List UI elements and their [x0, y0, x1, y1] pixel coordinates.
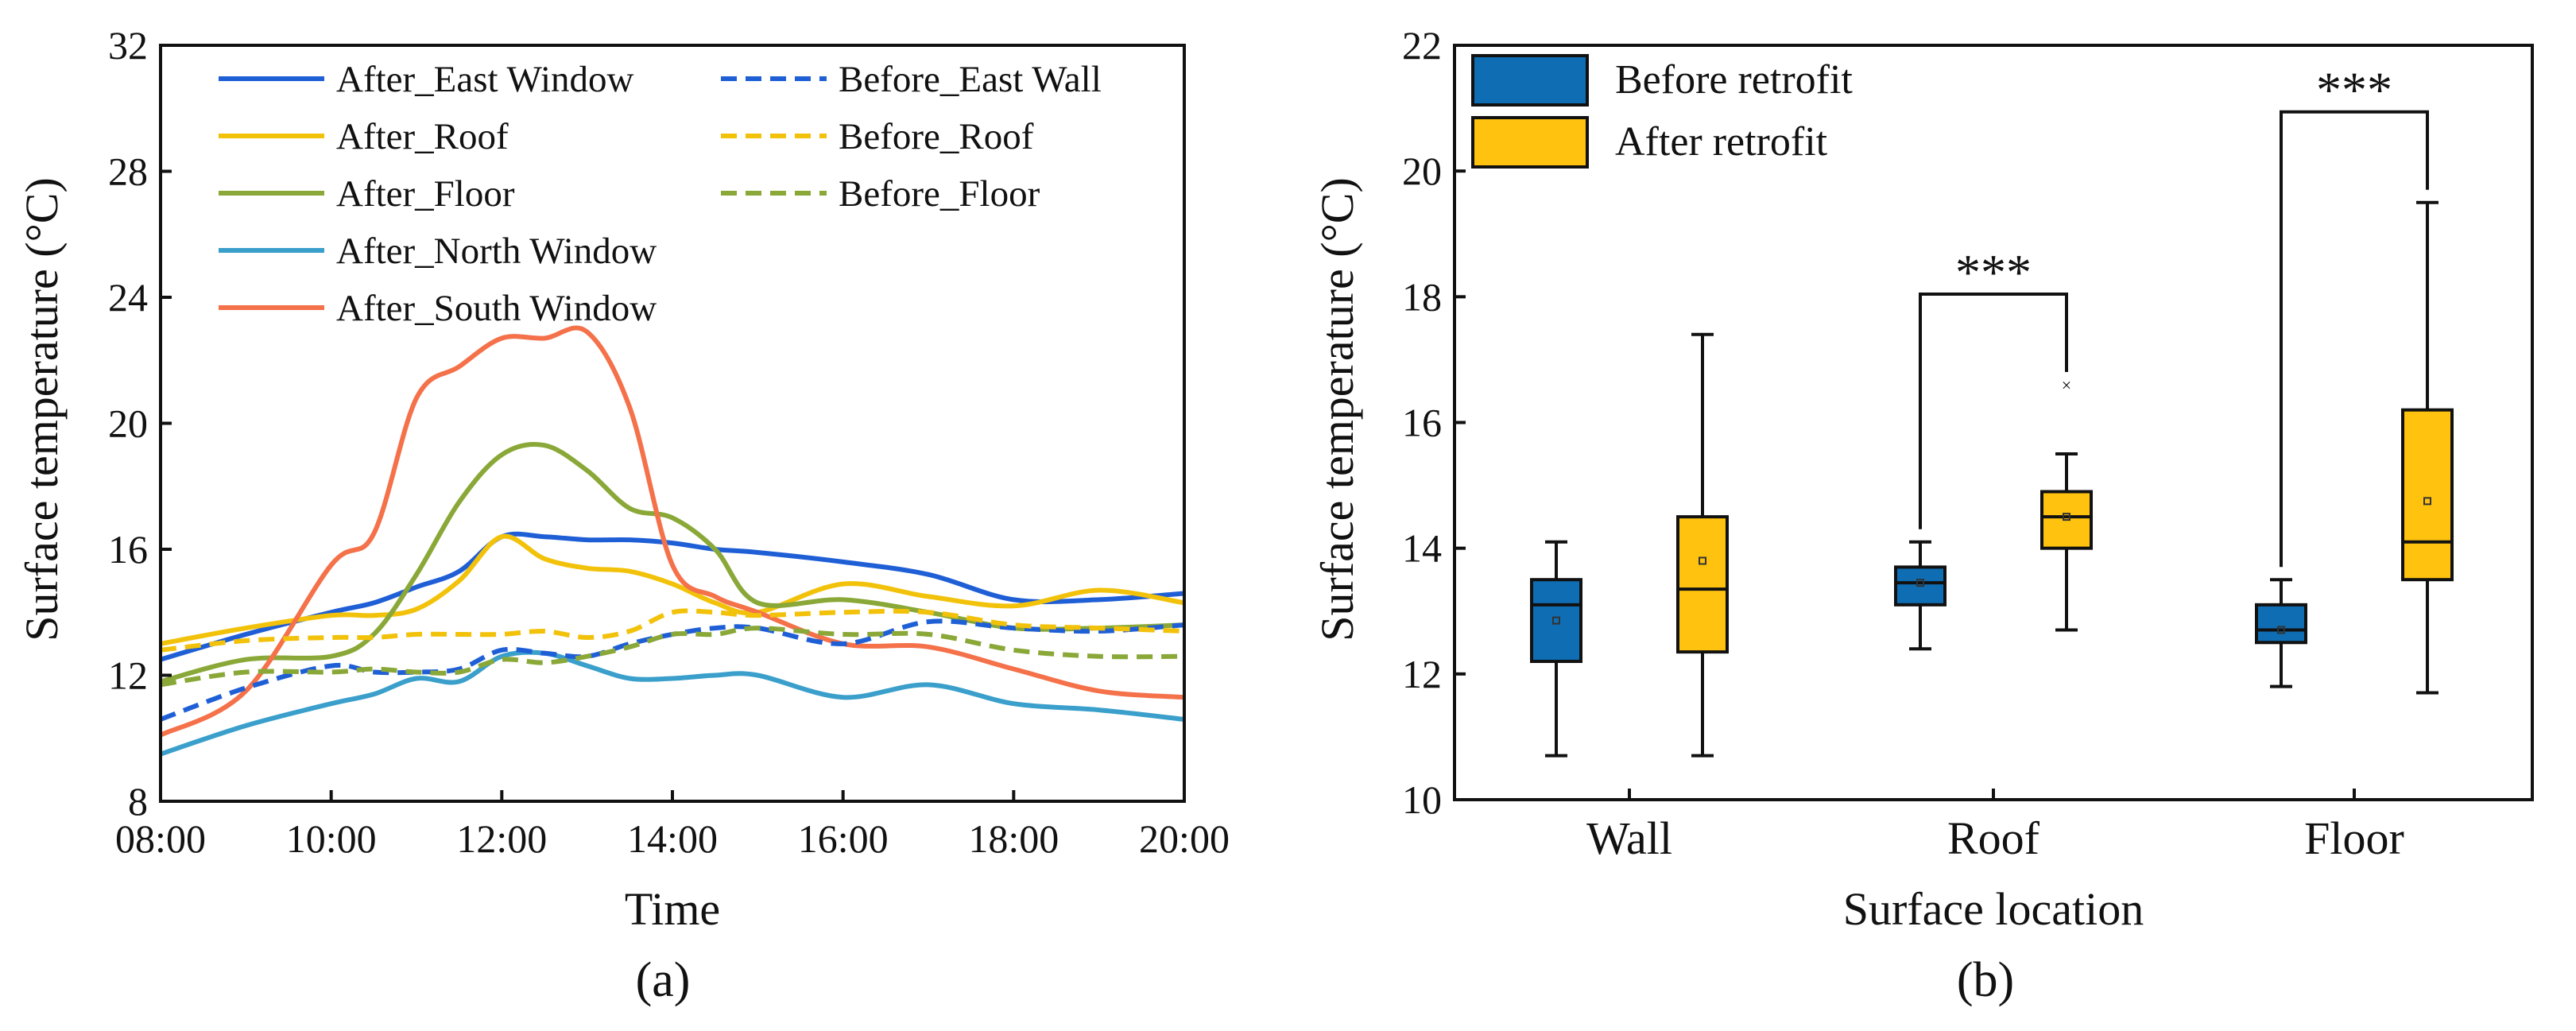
significance-label-floor: ***: [2316, 62, 2392, 118]
x-category-label-floor: Floor: [2304, 812, 2404, 864]
series-line-after-roof: [160, 533, 1185, 646]
box-after-retrofit-wall: [1676, 515, 1729, 654]
y-tick-label: 10: [1402, 777, 1442, 822]
legend-label-after-south-window: After_South Window: [336, 288, 657, 329]
series-line-before-floor: [160, 626, 1185, 688]
panel-a-legend: After_East Window After_Roof After_Floor Af…: [219, 59, 1102, 329]
box-mean-marker-before-retrofit-floor: [2277, 626, 2285, 634]
y-tick-label: 12: [1402, 652, 1442, 696]
box-before-retrofit-wall: [1530, 578, 1582, 664]
panel-b-y-axis-title: Surface temperature (°C): [1311, 177, 1363, 641]
y-tick-label: 16: [1402, 401, 1442, 445]
x-category-label-wall: Wall: [1586, 812, 1672, 864]
panel-b-x-axis-title: Surface location: [1843, 883, 2144, 935]
y-tick-label: 14: [1402, 526, 1442, 571]
y-tick-label: 8: [128, 779, 148, 824]
y-tick-label: 20: [1402, 149, 1442, 193]
box-mean-marker-before-retrofit-wall: [1552, 616, 1560, 625]
x-tick-label: 10:00: [286, 816, 377, 861]
box-before-retrofit-floor: [2255, 603, 2307, 645]
y-tick-label: 24: [108, 275, 148, 320]
panel-b-box-chart: × 10 12 14 16 18 20 22 Wall Roof Floor *** *** Bef…: [1311, 23, 2534, 1007]
panel-a-series-lines: [159, 325, 1185, 757]
box-mean-marker-after-retrofit-wall: [1699, 556, 1706, 565]
series-line-before-roof: [160, 608, 1185, 653]
legend-label-after-roof: After_Roof: [336, 116, 509, 157]
x-tick-label: 08:00: [115, 816, 206, 861]
box-mean-marker-before-retrofit-roof: [1916, 579, 1924, 587]
panel-b-axes: 10 12 14 16 18 20 22 Wall Roof Floor: [1402, 23, 2534, 864]
y-tick-label: 16: [108, 527, 148, 572]
x-tick-label: 12:00: [456, 816, 547, 861]
x-tick-label: 18:00: [968, 816, 1059, 861]
box-outlier-after-retrofit-roof: ×: [2062, 375, 2071, 395]
legend-label-before-floor: Before_Floor: [839, 173, 1040, 215]
x-tick-label: 20:00: [1139, 816, 1230, 861]
y-tick-label: 18: [1402, 274, 1442, 319]
legend-label-before-east-wall: Before_East Wall: [839, 59, 1102, 100]
y-tick-label: 12: [108, 653, 148, 698]
panel-a-label: (a): [636, 953, 691, 1007]
panel-a-axes: 8 12 16 20 24 28 32 08:00 10:00 12:00 14:00 16:00 18…: [108, 23, 1230, 861]
panel-b-significance: *** ***: [1919, 62, 2429, 568]
series-line-after-floor: [160, 441, 1185, 684]
legend-swatch-before-retrofit: [1471, 54, 1589, 107]
series-line-after-east-window: [160, 531, 1185, 662]
x-category-label-roof: Roof: [1947, 812, 2040, 864]
legend-label-before-roof: Before_Roof: [839, 116, 1034, 157]
y-tick-label: 22: [1402, 23, 1442, 68]
series-line-after-north-window: [160, 649, 1185, 757]
significance-label-roof: ***: [1955, 244, 2032, 300]
x-tick-label: 16:00: [798, 816, 889, 861]
x-tick-label: 14:00: [627, 816, 718, 861]
series-line-after-south-window: [159, 325, 1185, 738]
legend-label-after-north-window: After_North Window: [336, 231, 657, 272]
legend-label-after-floor: After_Floor: [336, 173, 515, 215]
y-tick-label: 28: [108, 149, 148, 194]
panel-a-line-chart: 8 12 16 20 24 28 32 08:00 10:00 12:00 14:00 16:00 18…: [16, 23, 1230, 1007]
significance-bracket-floor: [2280, 110, 2429, 568]
y-tick-label: 20: [108, 401, 148, 446]
panel-a-plot-frame: [159, 44, 1186, 803]
box-after-retrofit-floor: [2401, 408, 2454, 582]
legend-label-after-retrofit: After retrofit: [1615, 119, 1828, 165]
legend-swatch-after-retrofit: [1471, 116, 1589, 169]
legend-label-before-retrofit: Before retrofit: [1615, 57, 1853, 103]
panel-a-x-axis-title: Time: [625, 883, 720, 935]
box-mean-marker-after-retrofit-floor: [2423, 497, 2431, 506]
y-tick-label: 32: [108, 23, 148, 68]
box-mean-marker-after-retrofit-roof: [2063, 513, 2070, 521]
panel-b-legend: Before retrofit After retrofit: [1471, 54, 1853, 169]
panel-b-label: (b): [1957, 953, 2014, 1007]
panel-a-y-axis-title: Surface temperature (°C): [16, 177, 68, 641]
legend-label-after-east-window: After_East Window: [336, 59, 634, 100]
panel-b-boxes: ×: [1530, 200, 2454, 758]
significance-bracket-roof: [1919, 293, 2068, 529]
